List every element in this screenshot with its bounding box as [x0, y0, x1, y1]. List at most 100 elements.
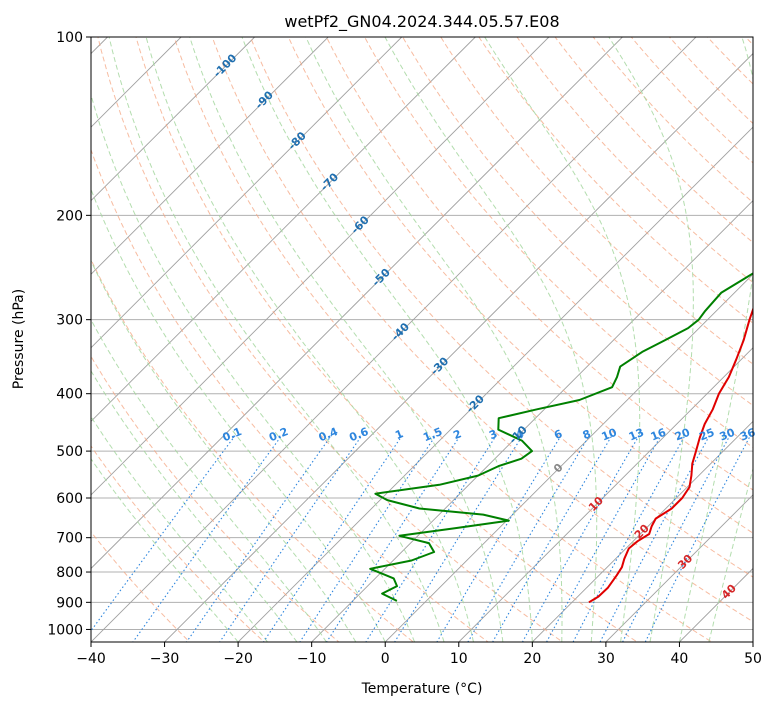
- y-axis: 100 200 300 400 500 600 700 800 900 1000: [47, 30, 91, 638]
- mixing-ratio-label: 16: [649, 426, 668, 444]
- moist-adiabat: [484, 37, 641, 642]
- isotherm-line: [384, 273, 753, 642]
- mixing-ratio-line: [436, 434, 562, 642]
- x-tick-label: −30: [150, 651, 180, 667]
- moist-adiabat: [91, 415, 268, 642]
- isotherm-line: [532, 420, 753, 642]
- moist-adiabat: [305, 37, 563, 642]
- mixing-ratio-line: [644, 434, 752, 642]
- dry-adiabat: [478, 37, 753, 324]
- moist-adiabat: [91, 318, 327, 642]
- dry-adiabat: [757, 10, 775, 647]
- mixing-ratio-label: 0.2: [267, 425, 290, 444]
- isotherm-label: -70: [318, 170, 341, 193]
- mixing-ratio-label: 0.4: [317, 425, 340, 444]
- isotherm-label: -10: [507, 423, 530, 446]
- mixing-ratio-line: [262, 434, 403, 642]
- dry-adiabat: [325, 37, 753, 491]
- overlay-labels: 0.1 0.2 0.4 0.6 1 1.5 2 3 4 6 8 10 13 16 20 25 30 36-100-…: [211, 51, 758, 601]
- isotherm-line: [91, 37, 329, 275]
- isotherm-label: -60: [349, 213, 372, 236]
- moist-adiabat: [108, 37, 445, 642]
- y-tick-label: 500: [56, 444, 83, 460]
- mixing-ratio-label: 10: [600, 426, 619, 444]
- dry-adiabat: [668, 37, 753, 125]
- y-tick-label: 100: [56, 30, 83, 46]
- isotherm-line: [91, 37, 255, 202]
- profiles: [369, 272, 753, 604]
- dry-adiabat: [630, 37, 753, 164]
- x-tick-label: −10: [297, 651, 327, 667]
- mixing-ratio-line: [521, 434, 640, 642]
- isotherm-label: 0: [551, 461, 566, 476]
- y-tick-label: 200: [56, 208, 83, 224]
- dry-adiabat: [516, 37, 753, 284]
- dry-adiabat: [97, 37, 564, 642]
- mixing-ratio-label: 6: [552, 427, 564, 442]
- x-tick-label: 40: [671, 651, 689, 667]
- mixing-ratio-line: [572, 434, 686, 642]
- y-tick-label: 300: [56, 313, 83, 329]
- moist-adiabat: [91, 93, 416, 642]
- plot-frame: [90, 36, 754, 643]
- x-tick-label: −40: [76, 651, 106, 667]
- dry-adiabat: [173, 37, 713, 642]
- mixing-ratio-label: 20: [673, 426, 692, 444]
- dry-adiabat: [91, 530, 191, 642]
- isotherm-line: [91, 37, 403, 349]
- moist-adiabat: [189, 37, 504, 642]
- moist-adiabat: [91, 259, 357, 642]
- y-tick-label: 400: [56, 387, 83, 403]
- isotherm-label: -40: [389, 320, 412, 343]
- dry-adiabat: [249, 37, 753, 578]
- isotherm-line: [164, 52, 753, 642]
- isotherm-line: [237, 126, 753, 642]
- dry-adiabat: [91, 355, 340, 642]
- y-tick-label: 700: [56, 531, 83, 547]
- isotherm-label: -100: [211, 51, 240, 80]
- x-tick-label: −20: [223, 651, 253, 667]
- mixing-ratio-label: 36: [738, 426, 757, 444]
- dry-adiabat: [135, 37, 639, 642]
- isotherm-line: [458, 347, 753, 642]
- isotherm-line: [679, 567, 753, 642]
- mixing-ratio-line: [185, 434, 332, 642]
- isotherm-line: [91, 37, 697, 642]
- mixing-ratio-label: 0.1: [221, 425, 244, 444]
- x-tick-label: 10: [450, 651, 468, 667]
- mixing-ratio-line: [326, 434, 461, 642]
- isotherm-label: 30: [675, 552, 695, 572]
- y-tick-label: 900: [56, 595, 83, 611]
- mixing-ratio-label: 2: [451, 427, 463, 442]
- isotherm-label: 40: [719, 581, 739, 601]
- mixing-ratio-line: [365, 434, 497, 642]
- isotherm-label: -80: [286, 129, 309, 152]
- moist-adiabat: [91, 457, 239, 642]
- isotherm-line: [311, 200, 753, 642]
- mixing-ratio-label: 8: [581, 427, 593, 442]
- dry-adiabat: [440, 37, 753, 365]
- dry-adiabat: [364, 37, 753, 449]
- isotherm-line: [91, 37, 623, 570]
- background-lines: [91, 10, 775, 647]
- mixing-ratio-line: [621, 434, 731, 642]
- y-tick-label: 600: [56, 491, 83, 507]
- mixing-ratio-line: [394, 434, 524, 642]
- x-tick-label: 30: [597, 651, 615, 667]
- mixing-ratio-label: 13: [627, 426, 646, 444]
- moist-adiabat: [384, 37, 598, 642]
- mixing-ratio-line: [599, 434, 711, 642]
- dewpoint-profile: [369, 272, 753, 602]
- mixing-ratio-line: [467, 434, 591, 642]
- isotherm-line: [91, 37, 550, 496]
- isotherm-label: -20: [464, 392, 487, 415]
- dry-adiabat: [554, 37, 753, 244]
- moist-adiabat: [91, 188, 386, 642]
- dry-adiabat: [287, 37, 753, 534]
- x-tick-label: 20: [523, 651, 541, 667]
- dry-adiabat: [91, 148, 489, 642]
- isotherm-line: [91, 37, 476, 422]
- isotherm-label: 20: [632, 521, 652, 541]
- dry-adiabat: [592, 37, 753, 204]
